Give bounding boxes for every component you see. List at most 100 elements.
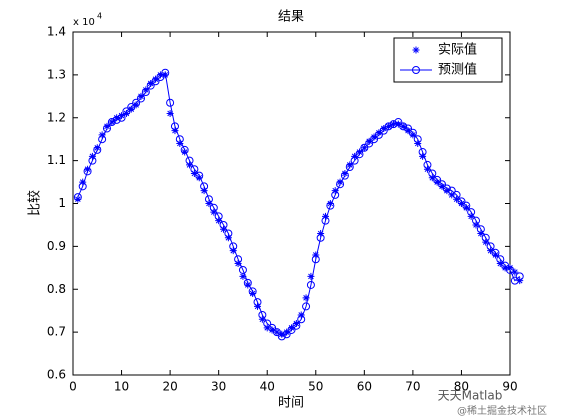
star-marker [283, 328, 291, 336]
star-marker [239, 272, 247, 280]
circle-marker [219, 220, 228, 229]
circle-marker [185, 156, 194, 165]
legend-box [393, 37, 503, 83]
circle-marker [175, 135, 184, 144]
star-marker [254, 302, 262, 310]
series-line [77, 71, 521, 337]
star-marker [224, 234, 232, 242]
circle-marker [248, 287, 257, 296]
star-marker [171, 127, 179, 135]
star-marker [419, 152, 427, 160]
star-marker [249, 290, 257, 298]
x-tick-label: 90 [502, 380, 517, 394]
circle-marker [350, 156, 359, 165]
star-marker [370, 133, 378, 141]
star-marker [404, 127, 412, 135]
circle-marker [442, 184, 451, 193]
star-marker [132, 101, 140, 109]
star-marker [443, 187, 451, 195]
star-marker [496, 260, 504, 268]
circle-marker [413, 135, 422, 144]
circle-marker [234, 255, 243, 264]
circle-marker [297, 315, 306, 324]
circle-marker [132, 98, 141, 107]
star-marker [122, 109, 130, 117]
circle-marker [302, 302, 311, 311]
circle-marker [127, 103, 136, 112]
star-marker [428, 174, 436, 182]
circle-marker [306, 280, 315, 289]
circle-marker [340, 171, 349, 180]
star-marker [326, 200, 334, 207]
circle-marker [83, 167, 92, 176]
circle-marker [224, 229, 233, 238]
circle-marker [122, 107, 131, 116]
circle-marker [258, 310, 267, 319]
circle-marker [452, 190, 461, 199]
circle-marker [501, 261, 510, 270]
circle-marker [433, 175, 442, 184]
y-scale-label: x 10 [73, 17, 95, 28]
y-tick-label: 0.9 [47, 239, 66, 253]
star-marker [98, 131, 106, 139]
circle-marker [272, 328, 281, 337]
star-marker [511, 268, 519, 276]
legend-label: 实际值 [438, 42, 477, 58]
star-marker [147, 79, 155, 87]
x-tick-label: 10 [114, 380, 129, 394]
circle-marker [292, 321, 301, 330]
circle-marker [379, 126, 388, 135]
star-marker [409, 131, 417, 139]
circle-marker [506, 265, 514, 274]
x-axis-label: 时间 [278, 396, 304, 411]
circle-marker [399, 122, 408, 131]
star-marker [423, 165, 431, 173]
star-marker [312, 251, 320, 259]
star-marker [506, 264, 514, 272]
star-marker [336, 178, 344, 186]
y-tick-label: 0.8 [47, 282, 66, 296]
star-marker [501, 264, 509, 272]
star-marker [292, 320, 300, 328]
circle-marker [311, 255, 320, 264]
circle-marker [374, 130, 383, 139]
star-marker [200, 187, 208, 195]
legend-label: 预测值 [438, 62, 477, 78]
circle-marker [282, 330, 291, 339]
circle-marker [428, 169, 437, 178]
star-marker [375, 129, 383, 137]
circle-marker [510, 276, 519, 285]
star-marker [88, 152, 96, 160]
star-marker [365, 137, 373, 145]
circle-marker [156, 73, 165, 82]
circle-marker [243, 278, 252, 287]
star-marker [438, 182, 446, 190]
circle-marker [117, 113, 126, 122]
y-scale-exponent: 4 [97, 12, 102, 21]
circle-marker [331, 190, 340, 199]
star-marker [341, 169, 349, 177]
circle-marker [515, 272, 524, 281]
star-marker [317, 230, 325, 238]
circle-marker [204, 195, 213, 204]
star-marker [195, 174, 203, 182]
circle-marker [209, 203, 218, 212]
circle-marker [195, 171, 204, 180]
star-marker [462, 204, 470, 212]
circle-marker [394, 118, 403, 127]
star-marker [234, 260, 242, 268]
circle-marker [355, 150, 364, 159]
circle-marker [438, 180, 447, 189]
circle-marker [229, 242, 238, 251]
circle-marker [384, 122, 393, 131]
star-marker [127, 105, 135, 113]
star-marker [288, 324, 295, 332]
star-marker [220, 225, 228, 233]
star-marker [302, 294, 310, 302]
x-tick-label: 80 [454, 380, 469, 394]
star-marker [258, 315, 266, 323]
legend-marker [412, 46, 420, 54]
watermark: 天天Matlab [438, 389, 503, 403]
star-marker [152, 75, 160, 83]
circle-marker [214, 212, 223, 221]
